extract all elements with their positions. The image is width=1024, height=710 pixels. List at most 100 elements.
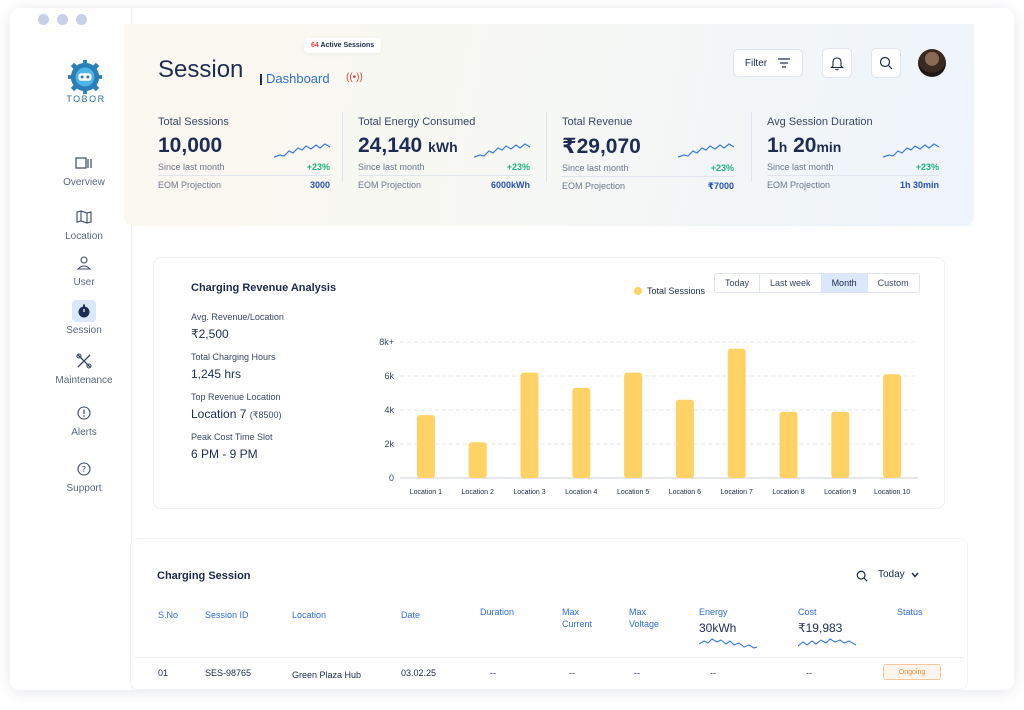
bar-location-3[interactable] [520, 372, 539, 478]
search-button[interactable] [871, 48, 901, 78]
stat-value: 1h 20min [767, 134, 842, 157]
stat-total-energy: Total Energy Consumed 24,140 kWh Since l… [358, 116, 530, 190]
table-divider [134, 657, 964, 658]
tobor-logo-icon [68, 60, 102, 94]
chevron-down-icon [911, 572, 919, 578]
range-today[interactable]: Today [715, 274, 761, 292]
x-tick-label: Location 2 [462, 489, 494, 496]
breadcrumb-dashboard[interactable]: Dashboard [260, 71, 330, 86]
stat-value: 10,000 [158, 134, 223, 157]
cell-location: Green Plaza Hub [292, 670, 362, 680]
cell-sno: 01 [158, 668, 169, 678]
user-avatar[interactable] [918, 49, 946, 77]
status-badge: Ongoing [883, 664, 941, 680]
overview-icon [72, 152, 96, 174]
sidebar-item-user[interactable]: User [40, 252, 128, 288]
y-tick-label: 4k [384, 405, 394, 415]
col-date: Date [401, 610, 421, 620]
stat-label: Total Revenue [562, 116, 633, 128]
sidebar-item-label: Support [66, 483, 102, 494]
bar-location-7[interactable] [727, 348, 746, 478]
search-icon[interactable] [856, 570, 868, 582]
sidebar-item-maintenance[interactable]: Maintenance [40, 350, 128, 386]
cell-duration: -- [490, 668, 496, 678]
x-tick-label: Location 4 [565, 489, 597, 496]
stat-since: Since last month +23% [562, 163, 734, 177]
sidebar-item-alerts[interactable]: Alerts [40, 402, 128, 438]
col-sno: S.No [158, 610, 179, 620]
stat-label: Avg Session Duration [767, 116, 873, 128]
col-energy: Energy 30kWh [699, 606, 757, 650]
range-last-week[interactable]: Last week [760, 274, 822, 292]
bar-location-9[interactable] [831, 411, 850, 478]
stat-eom: EOM Projection ₹7000 [562, 181, 734, 191]
bell-icon [830, 56, 844, 70]
cell-cost: -- [806, 668, 812, 678]
filter-button[interactable]: Filter [733, 49, 803, 77]
bar-location-10[interactable] [883, 374, 902, 478]
sessions-range-select[interactable]: Today [878, 569, 919, 580]
x-tick-label: Location 5 [617, 489, 649, 496]
sidebar [10, 8, 132, 690]
sidebar-item-label: Session [66, 325, 102, 336]
col-session-id: Session ID [205, 610, 249, 620]
sidebar-item-label: Alerts [71, 427, 97, 438]
help-icon: ? [72, 458, 96, 480]
stat-total-sessions: Total Sessions 10,000 Since last month +2… [158, 116, 330, 190]
y-tick-label: 6k [384, 371, 394, 381]
chart-legend: Total Sessions [634, 286, 705, 296]
range-month[interactable]: Month [821, 274, 868, 292]
sidebar-item-location[interactable]: Location [40, 206, 128, 242]
cell-max-current: -- [569, 668, 575, 678]
analysis-title: Charging Revenue Analysis [191, 282, 337, 294]
notifications-button[interactable] [822, 48, 852, 78]
energy-total: 30kWh [699, 621, 737, 635]
alert-icon [72, 402, 96, 424]
stat-since: Since last month +23% [158, 162, 330, 176]
stat-total-revenue: Total Revenue ₹29,070 Since last month +2… [562, 116, 734, 192]
stopwatch-icon [72, 300, 96, 322]
filter-label: Filter [744, 57, 768, 69]
search-icon [879, 56, 893, 70]
cell-session-id: SES-98765 [205, 668, 252, 678]
sidebar-item-support[interactable]: ? Support [40, 458, 128, 494]
x-tick-label: Location 9 [824, 489, 856, 496]
x-tick-label: Location 6 [669, 489, 701, 496]
x-tick-label: Location 1 [410, 489, 442, 496]
window-controls [38, 14, 87, 25]
sidebar-item-session[interactable]: Session [40, 300, 128, 336]
sparkline-icon [883, 143, 939, 158]
tools-icon [72, 350, 96, 372]
x-tick-label: Location 8 [772, 489, 804, 496]
bar-location-1[interactable] [416, 415, 435, 478]
bar-location-6[interactable] [675, 399, 694, 478]
bar-location-5[interactable] [624, 372, 643, 478]
col-duration: Duration [480, 607, 515, 617]
range-custom[interactable]: Custom [877, 278, 909, 288]
y-tick-label: 0 [389, 473, 394, 483]
y-tick-label: 2k [384, 439, 394, 449]
col-max-current: Max Current [562, 607, 593, 629]
cost-sparkline-icon [798, 638, 856, 647]
user-icon [72, 252, 96, 274]
cell-energy: -- [710, 668, 716, 678]
bar-location-4[interactable] [572, 387, 591, 478]
live-broadcast-icon: ((•)) [346, 72, 363, 83]
bar-location-8[interactable] [779, 411, 798, 478]
x-tick-label: Location 3 [513, 489, 545, 496]
charging-session-card [130, 538, 968, 690]
stat-divider [342, 112, 343, 182]
sparkline-icon [678, 143, 734, 158]
metric-peak-cost: Peak Cost Time Slot 6 PM - 9 PM [191, 432, 273, 461]
bar-location-2[interactable] [468, 442, 487, 478]
legend-label: Total Sessions [647, 286, 706, 296]
sidebar-item-overview[interactable]: Overview [40, 152, 128, 188]
sparkline-icon [474, 143, 530, 158]
col-max-voltage: Max Voltage [629, 607, 660, 629]
stat-avg-duration: Avg Session Duration 1h 20min Since last… [767, 116, 939, 190]
sidebar-item-label: User [73, 277, 95, 288]
stat-value: ₹29,070 [562, 135, 641, 158]
cell-max-voltage: -- [634, 668, 640, 678]
range-selector: Today Last week Month Custom [714, 273, 920, 293]
col-location: Location [292, 610, 327, 620]
